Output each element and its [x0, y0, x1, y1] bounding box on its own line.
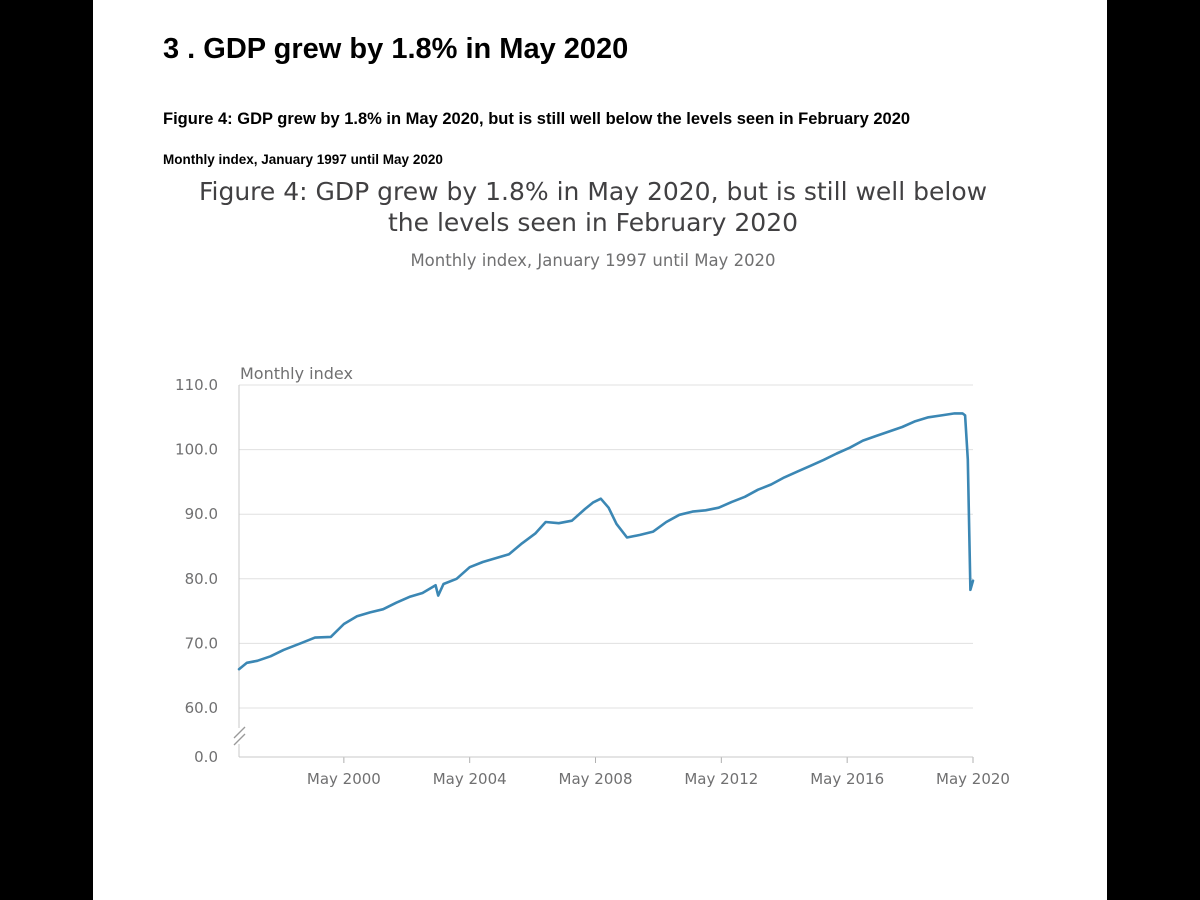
x-tick-label: May 2008	[559, 770, 633, 788]
y-axis-ticks: 110.0 100.0 90.0 80.0 70.0 60.0 0.0	[175, 376, 218, 766]
chart-title: Figure 4: GDP grew by 1.8% in May 2020, …	[198, 177, 988, 237]
x-tick-label: May 2020	[936, 770, 1010, 788]
document-page: 3 . GDP grew by 1.8% in May 2020 Figure …	[93, 0, 1107, 900]
figure-subheading: Monthly index, January 1997 until May 20…	[163, 152, 443, 167]
axis-break-icon	[233, 726, 247, 746]
y-axis-label: Monthly index	[240, 364, 353, 383]
y-tick-label: 100.0	[175, 441, 218, 459]
y-tick-label: 0.0	[194, 748, 218, 766]
y-tick-label: 90.0	[185, 505, 218, 523]
x-tick-label: May 2004	[433, 770, 507, 788]
x-tick-label: May 2000	[307, 770, 381, 788]
y-tick-label: 70.0	[185, 634, 218, 652]
x-tick-label: May 2016	[810, 770, 884, 788]
gdp-series-line	[237, 412, 975, 671]
section-title: 3 . GDP grew by 1.8% in May 2020	[163, 33, 629, 65]
gridlines	[239, 384, 973, 709]
chart-subtitle: Monthly index, January 1997 until May 20…	[410, 251, 776, 270]
figure-heading: Figure 4: GDP grew by 1.8% in May 2020, …	[163, 110, 911, 128]
y-tick-label: 110.0	[175, 376, 218, 394]
x-tick-label: May 2012	[684, 770, 758, 788]
y-tick-label: 60.0	[185, 699, 218, 717]
x-axis-ticks: May 2000 May 2004 May 2008 May 2012 May 2016…	[307, 757, 1010, 788]
y-tick-label: 80.0	[185, 570, 218, 588]
